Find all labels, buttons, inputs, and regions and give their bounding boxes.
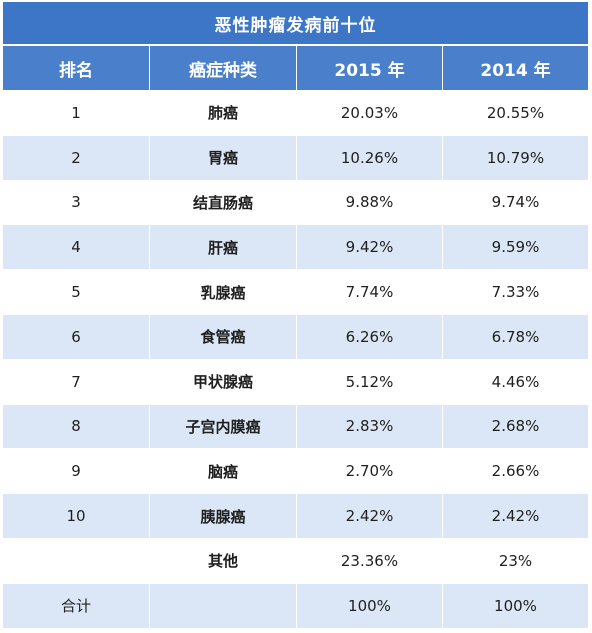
value-2014-cell: 6.78% <box>443 314 589 360</box>
header-cancer-type: 癌症种类 <box>150 46 297 91</box>
value-2014-cell: 7.33% <box>443 270 589 315</box>
cancer-type-cell: 胃癌 <box>150 135 297 181</box>
value-2015-cell: 2.42% <box>297 494 443 539</box>
rank-cell: 4 <box>3 225 150 271</box>
rank-cell: 2 <box>3 135 150 181</box>
value-2015-cell: 9.88% <box>297 180 443 226</box>
table-row: 9 脑癌 2.70% 2.66% <box>3 449 589 495</box>
value-2015-cell: 7.74% <box>297 270 443 315</box>
cancer-incidence-table: 恶性肿瘤发病前十位 排名 癌症种类 2015 年 2014 年 1 肺癌 20.… <box>3 2 589 629</box>
table-row-other: 其他 23.36% 23% <box>3 538 589 584</box>
table-row: 2 胃癌 10.26% 10.79% <box>3 135 589 181</box>
rank-cell: 5 <box>3 270 150 315</box>
rank-cell: 7 <box>3 359 150 405</box>
value-2014-cell: 20.55% <box>443 91 589 136</box>
value-2015-cell: 6.26% <box>297 314 443 360</box>
cancer-type-cell: 乳腺癌 <box>150 270 297 315</box>
value-2015-cell: 2.70% <box>297 449 443 495</box>
header-2014: 2014 年 <box>443 46 589 91</box>
value-2014-cell: 100% <box>443 583 589 629</box>
value-2015-cell: 2.83% <box>297 404 443 450</box>
value-2015-cell: 100% <box>297 583 443 629</box>
table-row: 4 肝癌 9.42% 9.59% <box>3 225 589 271</box>
header-rank: 排名 <box>3 46 150 91</box>
cancer-incidence-table-container: 恶性肿瘤发病前十位 排名 癌症种类 2015 年 2014 年 1 肺癌 20.… <box>3 2 589 629</box>
table-title: 恶性肿瘤发病前十位 <box>3 2 589 46</box>
table-row-total: 合计 100% 100% <box>3 583 589 629</box>
cancer-type-cell: 其他 <box>150 538 297 584</box>
table-row: 10 胰腺癌 2.42% 2.42% <box>3 494 589 539</box>
cancer-type-cell: 肺癌 <box>150 91 297 136</box>
cancer-type-cell: 胰腺癌 <box>150 494 297 539</box>
table-row: 6 食管癌 6.26% 6.78% <box>3 314 589 360</box>
rank-cell: 8 <box>3 404 150 450</box>
value-2015-cell: 20.03% <box>297 91 443 136</box>
value-2014-cell: 10.79% <box>443 135 589 181</box>
table-row: 1 肺癌 20.03% 20.55% <box>3 91 589 136</box>
table-row: 8 子宫内膜癌 2.83% 2.68% <box>3 404 589 450</box>
cancer-type-cell: 食管癌 <box>150 314 297 360</box>
table-row: 7 甲状腺癌 5.12% 4.46% <box>3 359 589 405</box>
value-2014-cell: 2.68% <box>443 404 589 450</box>
value-2014-cell: 2.42% <box>443 494 589 539</box>
header-2015: 2015 年 <box>297 46 443 91</box>
value-2014-cell: 4.46% <box>443 359 589 405</box>
table-row: 5 乳腺癌 7.74% 7.33% <box>3 270 589 315</box>
cancer-type-cell: 甲状腺癌 <box>150 359 297 405</box>
cancer-type-cell: 脑癌 <box>150 449 297 495</box>
table-row: 3 结直肠癌 9.88% 9.74% <box>3 180 589 226</box>
rank-cell: 9 <box>3 449 150 495</box>
rank-cell <box>3 538 150 584</box>
cancer-type-cell: 结直肠癌 <box>150 180 297 226</box>
rank-cell: 10 <box>3 494 150 539</box>
value-2015-cell: 10.26% <box>297 135 443 181</box>
cancer-type-cell: 肝癌 <box>150 225 297 271</box>
value-2014-cell: 9.59% <box>443 225 589 271</box>
rank-cell: 3 <box>3 180 150 226</box>
table-title-row: 恶性肿瘤发病前十位 <box>3 2 589 46</box>
cancer-type-cell: 子宫内膜癌 <box>150 404 297 450</box>
value-2014-cell: 2.66% <box>443 449 589 495</box>
value-2015-cell: 9.42% <box>297 225 443 271</box>
table-header-row: 排名 癌症种类 2015 年 2014 年 <box>3 46 589 91</box>
value-2015-cell: 23.36% <box>297 538 443 584</box>
value-2014-cell: 23% <box>443 538 589 584</box>
rank-cell: 1 <box>3 91 150 136</box>
value-2014-cell: 9.74% <box>443 180 589 226</box>
total-label-cell: 合计 <box>3 583 150 629</box>
cancer-type-cell <box>150 583 297 629</box>
rank-cell: 6 <box>3 314 150 360</box>
value-2015-cell: 5.12% <box>297 359 443 405</box>
